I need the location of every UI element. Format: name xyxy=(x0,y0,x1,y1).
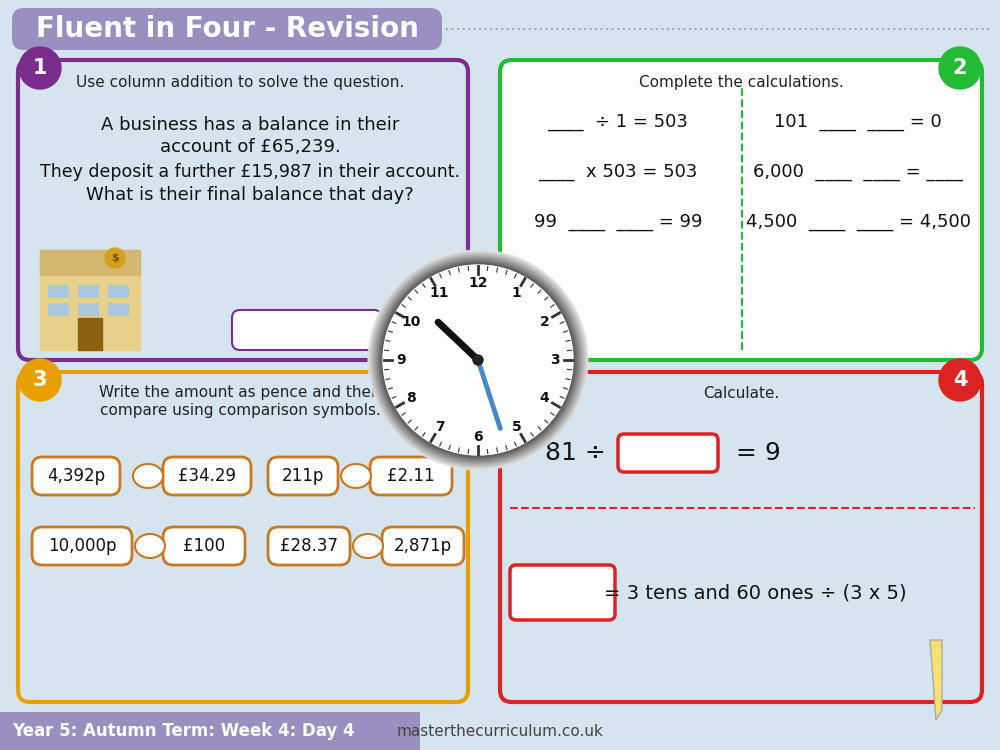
Text: 10: 10 xyxy=(402,314,421,328)
Text: 5: 5 xyxy=(512,420,521,434)
Circle shape xyxy=(373,255,583,465)
Text: 2,871p: 2,871p xyxy=(394,537,452,555)
FancyBboxPatch shape xyxy=(0,712,420,750)
Bar xyxy=(48,303,68,315)
Circle shape xyxy=(105,248,125,268)
Text: 4,500  ____  ____ = 4,500: 4,500 ____ ____ = 4,500 xyxy=(746,213,970,231)
Circle shape xyxy=(380,262,576,458)
Text: 211p: 211p xyxy=(282,467,324,485)
FancyBboxPatch shape xyxy=(618,434,718,472)
Circle shape xyxy=(473,355,483,365)
Text: 2: 2 xyxy=(540,314,550,328)
Circle shape xyxy=(372,254,584,466)
Text: 9: 9 xyxy=(396,353,406,367)
FancyBboxPatch shape xyxy=(32,527,132,565)
Text: Fluent in Four - Revision: Fluent in Four - Revision xyxy=(36,15,418,43)
FancyBboxPatch shape xyxy=(268,527,350,565)
Circle shape xyxy=(374,256,582,464)
FancyBboxPatch shape xyxy=(12,8,442,50)
Circle shape xyxy=(19,359,61,401)
FancyBboxPatch shape xyxy=(370,457,452,495)
Text: A business has a balance in their: A business has a balance in their xyxy=(101,116,399,134)
FancyBboxPatch shape xyxy=(18,372,468,702)
Text: Calculate.: Calculate. xyxy=(703,386,779,400)
Text: $: $ xyxy=(111,253,119,263)
Bar xyxy=(108,303,128,315)
Circle shape xyxy=(381,263,575,457)
Text: 99  ____  ____ = 99: 99 ____ ____ = 99 xyxy=(534,213,702,231)
FancyBboxPatch shape xyxy=(382,527,464,565)
Text: account of £65,239.: account of £65,239. xyxy=(160,138,340,156)
FancyBboxPatch shape xyxy=(232,310,382,350)
Text: £100: £100 xyxy=(183,537,225,555)
Text: 3: 3 xyxy=(550,353,560,367)
Text: 8: 8 xyxy=(406,392,416,406)
FancyBboxPatch shape xyxy=(268,457,338,495)
Text: They deposit a further £15,987 in their account.: They deposit a further £15,987 in their … xyxy=(40,163,460,181)
Bar xyxy=(108,285,128,297)
FancyBboxPatch shape xyxy=(510,565,615,620)
Text: Year 5: Autumn Term: Week 4: Day 4: Year 5: Autumn Term: Week 4: Day 4 xyxy=(12,722,355,740)
Text: 7: 7 xyxy=(435,420,444,434)
Text: ____  x 503 = 503: ____ x 503 = 503 xyxy=(538,163,698,181)
Circle shape xyxy=(939,359,981,401)
Circle shape xyxy=(370,252,586,468)
Text: = 3 tens and 60 ones ÷ (3 x 5): = 3 tens and 60 ones ÷ (3 x 5) xyxy=(604,584,906,602)
Text: 4: 4 xyxy=(953,370,967,390)
FancyBboxPatch shape xyxy=(163,527,245,565)
Circle shape xyxy=(371,253,585,467)
Text: Complete the calculations.: Complete the calculations. xyxy=(639,74,843,89)
Circle shape xyxy=(379,261,577,459)
Circle shape xyxy=(376,258,580,462)
Circle shape xyxy=(19,47,61,89)
Bar xyxy=(78,318,102,350)
Text: 3: 3 xyxy=(33,370,47,390)
Text: 10,000p: 10,000p xyxy=(48,537,116,555)
Text: £2.11: £2.11 xyxy=(387,467,435,485)
Text: = 9: = 9 xyxy=(736,441,780,465)
Text: Use column addition to solve the question.: Use column addition to solve the questio… xyxy=(76,74,404,89)
Text: compare using comparison symbols.: compare using comparison symbols. xyxy=(100,403,380,418)
Text: masterthecurriculum.co.uk: masterthecurriculum.co.uk xyxy=(397,724,603,739)
Text: 2: 2 xyxy=(953,58,967,78)
Text: £34.29: £34.29 xyxy=(178,467,236,485)
FancyBboxPatch shape xyxy=(500,372,982,702)
Text: 6: 6 xyxy=(473,430,483,444)
Text: 81 ÷: 81 ÷ xyxy=(545,441,605,465)
Ellipse shape xyxy=(135,534,165,558)
Text: 4: 4 xyxy=(540,392,550,406)
Bar xyxy=(40,250,140,350)
Text: 101  ____  ____ = 0: 101 ____ ____ = 0 xyxy=(774,113,942,131)
Text: £28.37: £28.37 xyxy=(280,537,338,555)
Bar xyxy=(40,250,140,275)
Circle shape xyxy=(382,264,574,456)
Circle shape xyxy=(939,47,981,89)
FancyBboxPatch shape xyxy=(18,60,468,360)
Circle shape xyxy=(378,260,578,460)
Circle shape xyxy=(383,265,573,455)
Text: 1: 1 xyxy=(33,58,47,78)
Ellipse shape xyxy=(133,464,163,488)
Text: 6,000  ____  ____ = ____: 6,000 ____ ____ = ____ xyxy=(753,163,963,181)
Bar xyxy=(78,303,98,315)
Ellipse shape xyxy=(353,534,383,558)
Circle shape xyxy=(369,251,587,469)
Text: 1: 1 xyxy=(512,286,521,300)
Text: 11: 11 xyxy=(430,286,449,300)
Text: 12: 12 xyxy=(468,276,488,290)
Circle shape xyxy=(375,257,581,463)
Circle shape xyxy=(377,259,579,461)
Text: Write the amount as pence and then: Write the amount as pence and then xyxy=(99,386,381,400)
Polygon shape xyxy=(930,640,942,720)
Bar xyxy=(78,285,98,297)
Circle shape xyxy=(368,250,588,470)
Bar xyxy=(48,285,68,297)
Ellipse shape xyxy=(341,464,371,488)
FancyBboxPatch shape xyxy=(500,60,982,360)
Text: 4,392p: 4,392p xyxy=(47,467,105,485)
FancyBboxPatch shape xyxy=(32,457,120,495)
Text: ____  ÷ 1 = 503: ____ ÷ 1 = 503 xyxy=(548,113,688,131)
Text: What is their final balance that day?: What is their final balance that day? xyxy=(86,186,414,204)
FancyBboxPatch shape xyxy=(163,457,251,495)
